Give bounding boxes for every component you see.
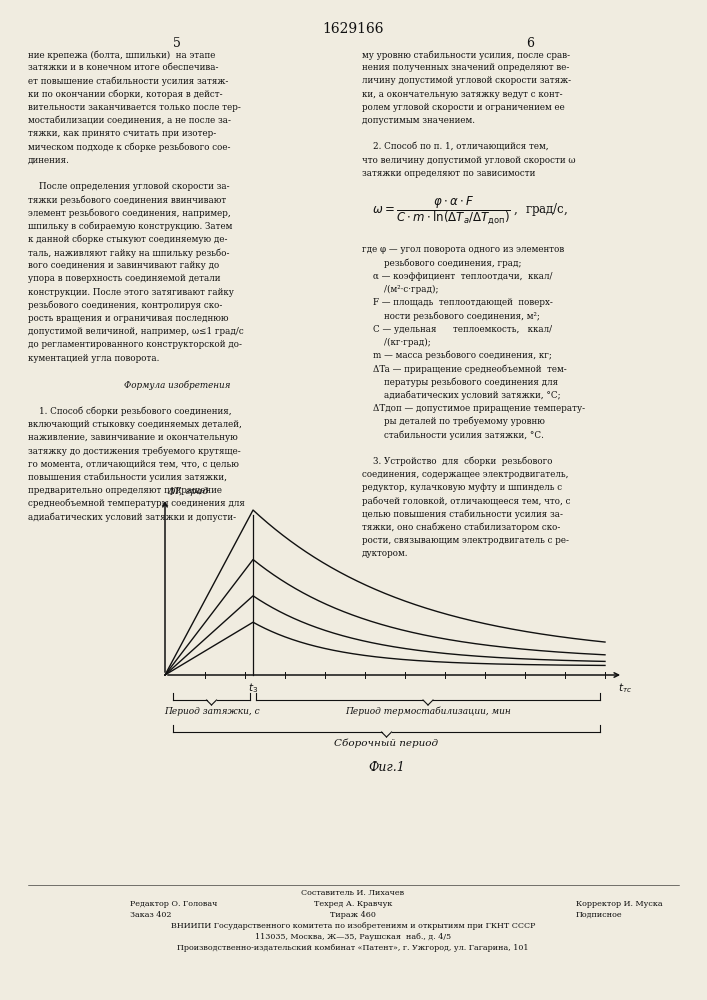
Text: стабильности усилия затяжки, °С.: стабильности усилия затяжки, °С.: [362, 430, 544, 440]
Text: ет повышение стабильности усилия затяж-: ет повышение стабильности усилия затяж-: [28, 76, 228, 86]
Text: F — площадь  теплоотдающей  поверх-: F — площадь теплоотдающей поверх-: [362, 298, 553, 307]
Text: m — масса резьбового соединения, кг;: m — масса резьбового соединения, кг;: [362, 351, 552, 360]
Text: элемент резьбового соединения, например,: элемент резьбового соединения, например,: [28, 208, 230, 218]
Text: Период термостабилизации, мин: Период термостабилизации, мин: [345, 707, 511, 716]
Text: /(м²·с·град);: /(м²·с·град);: [362, 285, 438, 294]
Text: адиабатических условий затяжки, °С;: адиабатических условий затяжки, °С;: [362, 391, 561, 400]
Text: нения полученных значений определяют ве-: нения полученных значений определяют ве-: [362, 63, 569, 72]
Text: где φ — угол поворота одного из элементов: где φ — угол поворота одного из элементо…: [362, 245, 564, 254]
Text: рость вращения и ограничивая последнюю: рость вращения и ограничивая последнюю: [28, 314, 228, 323]
Text: дуктором.: дуктором.: [362, 549, 409, 558]
Text: затяжки определяют по зависимости: затяжки определяют по зависимости: [362, 169, 535, 178]
Text: что величину допустимой угловой скорости ω: что величину допустимой угловой скорости…: [362, 156, 575, 165]
Text: ΔTa — приращение среднеобъемной  тем-: ΔTa — приращение среднеобъемной тем-: [362, 364, 567, 374]
Text: предварительно определяют приращение: предварительно определяют приращение: [28, 486, 222, 495]
Text: 3. Устройство  для  сборки  резьбового: 3. Устройство для сборки резьбового: [362, 457, 552, 466]
Text: /(кг·град);: /(кг·град);: [362, 338, 431, 347]
Text: затяжки и в конечном итоге обеспечива-: затяжки и в конечном итоге обеспечива-: [28, 63, 218, 72]
Text: ролем угловой скорости и ограничением ее: ролем угловой скорости и ограничением ее: [362, 103, 565, 112]
Text: соединения, содержащее электродвигатель,: соединения, содержащее электродвигатель,: [362, 470, 568, 479]
Text: вого соединения и завинчивают гайку до: вого соединения и завинчивают гайку до: [28, 261, 219, 270]
Text: 6: 6: [526, 37, 534, 50]
Text: Составитель И. Лихачев: Составитель И. Лихачев: [301, 889, 404, 897]
Text: повышения стабильности усилия затяжки,: повышения стабильности усилия затяжки,: [28, 472, 227, 482]
Text: α — коэффициент  теплоотдачи,  ккал/: α — коэффициент теплоотдачи, ккал/: [362, 272, 552, 281]
Text: включающий стыковку соединяемых деталей,: включающий стыковку соединяемых деталей,: [28, 420, 242, 429]
Text: вительности заканчивается только после тер-: вительности заканчивается только после т…: [28, 103, 241, 112]
Text: 5: 5: [173, 37, 181, 50]
Text: конструкции. После этого затягивают гайку: конструкции. После этого затягивают гайк…: [28, 288, 234, 297]
Text: C — удельная      теплоемкость,   ккал/: C — удельная теплоемкость, ккал/: [362, 325, 552, 334]
Text: пературы резьбового соединения для: пературы резьбового соединения для: [362, 377, 558, 387]
Text: к данной сборке стыкуют соединяемую де-: к данной сборке стыкуют соединяемую де-: [28, 235, 228, 244]
Text: Производственно-издательский комбинат «Патент», г. Ужгород, ул. Гагарина, 101: Производственно-издательский комбинат «П…: [177, 944, 529, 952]
Text: Редактор О. Головач: Редактор О. Головач: [130, 900, 217, 908]
Text: рости, связывающим электродвигатель с ре-: рости, связывающим электродвигатель с ре…: [362, 536, 569, 545]
Text: до регламентированного конструкторской до-: до регламентированного конструкторской д…: [28, 340, 242, 349]
Text: 2. Способ по п. 1, отличающийся тем,: 2. Способ по п. 1, отличающийся тем,: [362, 142, 549, 151]
Text: целью повышения стабильности усилия за-: целью повышения стабильности усилия за-: [362, 509, 563, 519]
Text: шпильку в собираемую конструкцию. Затем: шпильку в собираемую конструкцию. Затем: [28, 222, 233, 231]
Text: ки, а окончательную затяжку ведут с конт-: ки, а окончательную затяжку ведут с конт…: [362, 90, 563, 99]
Text: $t_3$: $t_3$: [248, 681, 258, 695]
Text: Корректор И. Муска: Корректор И. Муска: [576, 900, 662, 908]
Text: затяжку до достижения требуемого крутяще-: затяжку до достижения требуемого крутяще…: [28, 446, 241, 456]
Text: адиабатических условий затяжки и допусти-: адиабатических условий затяжки и допусти…: [28, 512, 236, 522]
Text: 1. Способ сборки резьбового соединения,: 1. Способ сборки резьбового соединения,: [28, 406, 232, 416]
Text: тяжки резьбового соединения ввинчивают: тяжки резьбового соединения ввинчивают: [28, 195, 226, 205]
Text: Подписное: Подписное: [576, 911, 623, 919]
Text: ности резьбового соединения, м²;: ности резьбового соединения, м²;: [362, 311, 540, 321]
Text: 113035, Москва, Ж—35, Раушская  наб., д. 4/5: 113035, Москва, Ж—35, Раушская наб., д. …: [255, 933, 451, 941]
Text: Тираж 460: Тираж 460: [330, 911, 376, 919]
Text: ки по окончании сборки, которая в дейст-: ки по окончании сборки, которая в дейст-: [28, 90, 223, 99]
Text: Техред А. Кравчук: Техред А. Кравчук: [314, 900, 392, 908]
Text: редуктор, кулачковую муфту и шпиндель с: редуктор, кулачковую муфту и шпиндель с: [362, 483, 562, 492]
Text: ΔT, град: ΔT, град: [167, 487, 209, 496]
Text: Заказ 402: Заказ 402: [130, 911, 172, 919]
Text: допустимым значением.: допустимым значением.: [362, 116, 475, 125]
Text: наживление, завинчивание и окончательную: наживление, завинчивание и окончательную: [28, 433, 238, 442]
Text: резьбового соединения, контролируя ско-: резьбового соединения, контролируя ско-: [28, 301, 223, 310]
Text: тяжки, оно снабжено стабилизатором ско-: тяжки, оно снабжено стабилизатором ско-: [362, 523, 561, 532]
Text: $t_{тс}$: $t_{тс}$: [618, 681, 632, 695]
Text: динения.: динения.: [28, 156, 70, 165]
Text: 1629166: 1629166: [322, 22, 384, 36]
Text: среднеобъемной температуры соединения для: среднеобъемной температуры соединения дл…: [28, 499, 245, 508]
Text: мостабилизации соединения, а не после за-: мостабилизации соединения, а не после за…: [28, 116, 231, 125]
Text: ВНИИПИ Государственного комитета по изобретениям и открытиям при ГКНТ СССР: ВНИИПИ Государственного комитета по изоб…: [171, 922, 535, 930]
Text: ние крепежа (болта, шпильки)  на этапе: ние крепежа (болта, шпильки) на этапе: [28, 50, 216, 60]
Text: Фиг.1: Фиг.1: [368, 761, 405, 774]
Text: После определения угловой скорости за-: После определения угловой скорости за-: [28, 182, 230, 191]
Text: Период затяжки, с: Период затяжки, с: [164, 707, 259, 716]
Text: упора в поверхность соединяемой детали: упора в поверхность соединяемой детали: [28, 274, 221, 283]
Text: Формула изобретения: Формула изобретения: [124, 380, 230, 390]
Text: кументацией угла поворота.: кументацией угла поворота.: [28, 354, 159, 363]
Text: рабочей головкой, отличающееся тем, что, с: рабочей головкой, отличающееся тем, что,…: [362, 496, 571, 506]
Text: ры деталей по требуемому уровню: ры деталей по требуемому уровню: [362, 417, 545, 426]
Text: личину допустимой угловой скорости затяж-: личину допустимой угловой скорости затяж…: [362, 76, 571, 85]
Text: го момента, отличающийся тем, что, с целью: го момента, отличающийся тем, что, с цел…: [28, 459, 239, 468]
Text: Сборочный период: Сборочный период: [334, 739, 438, 748]
Text: таль, наживляют гайку на шпильку резьбо-: таль, наживляют гайку на шпильку резьбо-: [28, 248, 230, 258]
Text: резьбового соединения, град;: резьбового соединения, град;: [362, 259, 522, 268]
Text: му уровню стабильности усилия, после срав-: му уровню стабильности усилия, после сра…: [362, 50, 570, 60]
Text: тяжки, как принято считать при изотер-: тяжки, как принято считать при изотер-: [28, 129, 216, 138]
Text: $\omega = \dfrac{\varphi \cdot \alpha \cdot F}{C \cdot m \cdot \ln(\Delta T_a / : $\omega = \dfrac{\varphi \cdot \alpha \c…: [372, 195, 568, 227]
Text: ΔTдоп — допустимое приращение температу-: ΔTдоп — допустимое приращение температу-: [362, 404, 585, 413]
Text: допустимой величиной, например, ω≤1 град/с: допустимой величиной, например, ω≤1 град…: [28, 327, 244, 336]
Text: мическом подходе к сборке резьбового сое-: мическом подходе к сборке резьбового сое…: [28, 142, 230, 152]
